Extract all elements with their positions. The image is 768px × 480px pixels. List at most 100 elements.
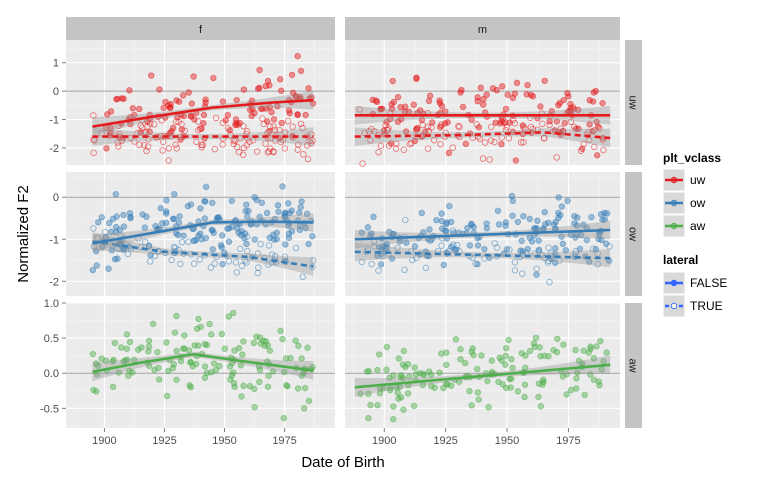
data-point-lateral-false xyxy=(304,344,311,351)
data-point-lateral-true xyxy=(257,241,264,248)
data-point-lateral-false xyxy=(357,390,364,398)
data-point-lateral-true xyxy=(281,128,289,136)
data-point-lateral-false xyxy=(257,105,265,112)
data-point-lateral-false xyxy=(520,212,527,220)
data-point-lateral-true xyxy=(361,129,368,137)
data-point-lateral-false xyxy=(535,237,542,244)
data-point-lateral-false xyxy=(138,344,145,351)
data-point-lateral-false xyxy=(239,351,246,358)
data-point-lateral-false xyxy=(240,382,247,390)
data-point-lateral-false xyxy=(481,245,488,253)
data-point-lateral-false xyxy=(512,157,520,164)
data-point-lateral-false xyxy=(123,345,131,352)
data-point-lateral-false xyxy=(195,315,202,323)
data-point-lateral-false xyxy=(264,383,272,390)
data-point-lateral-false xyxy=(109,215,117,222)
data-point-lateral-false xyxy=(176,98,183,105)
data-point-lateral-true xyxy=(131,138,138,145)
data-point-lateral-true xyxy=(211,260,218,267)
data-point-lateral-false xyxy=(509,364,516,372)
data-point-lateral-false xyxy=(575,125,582,133)
data-point-lateral-false xyxy=(190,73,197,80)
data-point-lateral-true xyxy=(230,140,237,148)
data-point-lateral-false xyxy=(258,199,266,206)
data-point-lateral-false xyxy=(154,348,161,356)
data-point-lateral-false xyxy=(281,212,288,219)
confidence-band-true xyxy=(354,242,611,268)
data-point-lateral-false xyxy=(420,229,427,236)
data-point-lateral-false xyxy=(278,87,285,94)
trend-line-lateral-false xyxy=(354,363,611,389)
x-tick-label: 1900 xyxy=(92,435,116,447)
data-point-lateral-false xyxy=(195,232,202,239)
data-point-lateral-false xyxy=(560,96,567,104)
data-point-lateral-true xyxy=(422,264,430,272)
data-point-lateral-true xyxy=(476,135,483,142)
data-point-lateral-false xyxy=(599,216,606,223)
data-point-lateral-true xyxy=(466,252,473,260)
data-point-lateral-true xyxy=(519,270,526,277)
data-point-lateral-false xyxy=(485,404,492,411)
data-point-lateral-true xyxy=(392,145,400,152)
data-point-lateral-false xyxy=(230,309,237,317)
data-point-lateral-true xyxy=(553,154,560,161)
data-point-lateral-false xyxy=(294,385,302,392)
data-point-lateral-false xyxy=(503,345,510,352)
data-point-lateral-false xyxy=(411,137,419,145)
data-point-lateral-false xyxy=(474,242,482,249)
data-point-lateral-true xyxy=(243,259,250,266)
data-point-lateral-false xyxy=(563,391,570,398)
panel-aw-m: 1900 1925 1950 1975 xyxy=(345,302,620,447)
data-point-lateral-false xyxy=(300,405,308,412)
data-point-lateral-true xyxy=(491,240,498,247)
data-point-lateral-false xyxy=(402,103,409,110)
data-point-lateral-false xyxy=(572,234,579,241)
data-point-lateral-false xyxy=(282,241,289,248)
data-point-lateral-false xyxy=(364,224,372,231)
data-point-lateral-true xyxy=(253,148,261,155)
data-point-lateral-true xyxy=(400,146,407,153)
data-point-lateral-false xyxy=(233,96,240,104)
data-point-lateral-false xyxy=(93,388,100,395)
data-point-lateral-false xyxy=(92,360,100,367)
data-point-lateral-false xyxy=(120,211,127,219)
data-point-lateral-false xyxy=(273,229,281,236)
data-point-lateral-false xyxy=(495,378,502,386)
data-point-lateral-false xyxy=(438,350,445,357)
data-point-lateral-true xyxy=(124,250,132,258)
data-point-lateral-true xyxy=(284,117,292,125)
data-point-lateral-true xyxy=(266,123,274,130)
y-tick-label: 0.5 xyxy=(44,333,59,345)
data-point-lateral-false xyxy=(202,234,209,242)
data-point-lateral-false xyxy=(235,344,243,352)
data-point-lateral-false xyxy=(522,352,529,359)
data-point-lateral-false xyxy=(498,140,505,148)
data-point-lateral-false xyxy=(388,255,396,262)
data-point-lateral-false xyxy=(107,124,115,132)
data-point-lateral-false xyxy=(502,222,509,229)
data-point-lateral-true xyxy=(146,258,154,265)
data-point-lateral-false xyxy=(498,83,506,90)
legend-point-TRUE xyxy=(670,302,678,310)
data-point-lateral-false xyxy=(397,103,404,111)
data-point-lateral-false xyxy=(558,233,565,240)
data-point-lateral-false xyxy=(561,119,568,127)
data-point-lateral-false xyxy=(114,95,121,102)
data-point-lateral-false xyxy=(551,259,559,267)
data-point-lateral-false xyxy=(483,220,490,227)
data-point-lateral-false xyxy=(441,120,449,127)
trend-line-lateral-true xyxy=(354,250,611,260)
data-point-lateral-false xyxy=(202,183,210,191)
data-point-lateral-false xyxy=(492,119,499,126)
data-point-lateral-false xyxy=(389,77,396,85)
data-point-lateral-true xyxy=(237,135,244,142)
data-point-lateral-false xyxy=(518,237,525,244)
x-tick-label: 1900 xyxy=(372,435,396,447)
data-point-lateral-false xyxy=(567,104,574,112)
data-point-lateral-false xyxy=(240,86,248,93)
trend-line-lateral-false xyxy=(92,220,314,245)
data-point-lateral-false xyxy=(519,248,526,255)
data-point-lateral-true xyxy=(225,258,233,265)
data-point-lateral-true xyxy=(98,130,105,137)
